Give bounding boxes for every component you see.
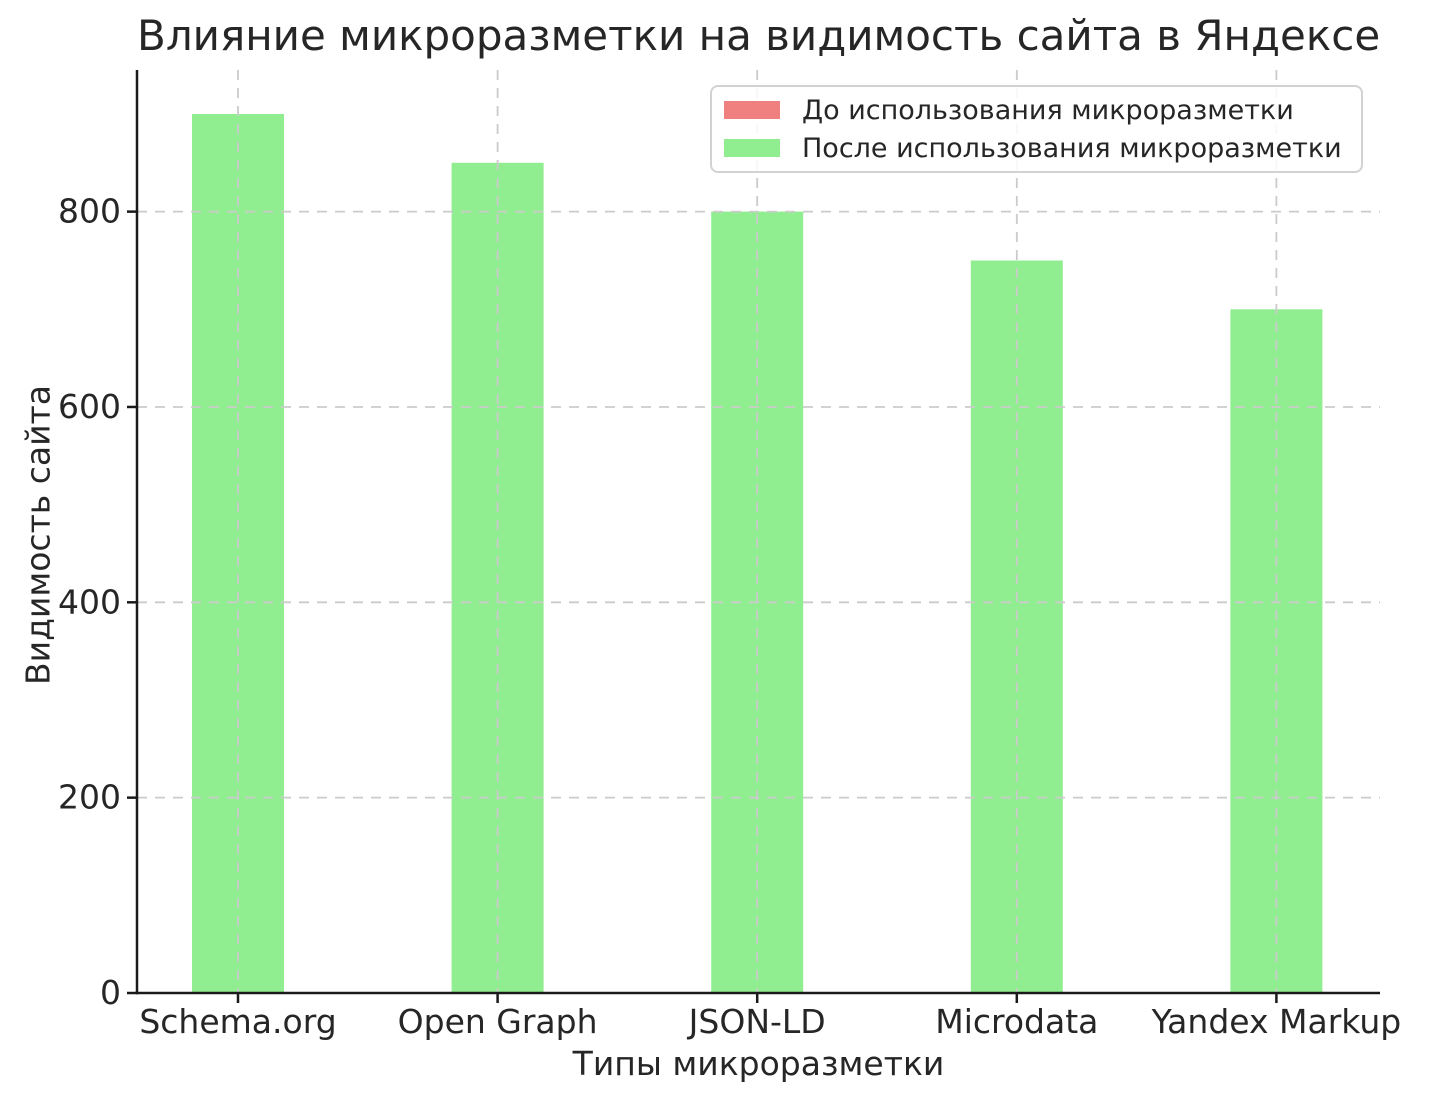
x-tick-label-yandex-markup: Yandex Markup [1151,1002,1402,1041]
x-tick-label-json-ld: JSON-LD [687,1002,826,1041]
y-tick-label-200: 200 [58,778,121,817]
y-tick-label-600: 600 [58,387,121,426]
legend-swatch-before-icon [724,101,780,119]
x-tick-label-open-graph: Open Graph [398,1002,598,1041]
y-tick-label-0: 0 [100,973,121,1012]
legend-label-before: До использования микроразметки [802,94,1294,126]
x-axis-title: Типы микроразметки [572,1044,945,1083]
chart-title: Влияние микроразметки на видимость сайта… [137,11,1381,60]
legend-swatch-after-icon [724,139,780,157]
bar-schema-org [192,114,284,993]
legend-item-after: После использования микроразметки [724,133,1351,164]
x-tick-label-microdata: Microdata [935,1002,1098,1041]
x-tick-label-schema-org: Schema.org [139,1002,336,1041]
legend-label-after: После использования микроразметки [802,132,1342,164]
y-tick-label-800: 800 [58,192,121,231]
legend-item-before: До использования микроразметки [724,95,1351,126]
legend: До использования микроразметки После исп… [710,85,1363,173]
y-tick-label-400: 400 [58,582,121,621]
